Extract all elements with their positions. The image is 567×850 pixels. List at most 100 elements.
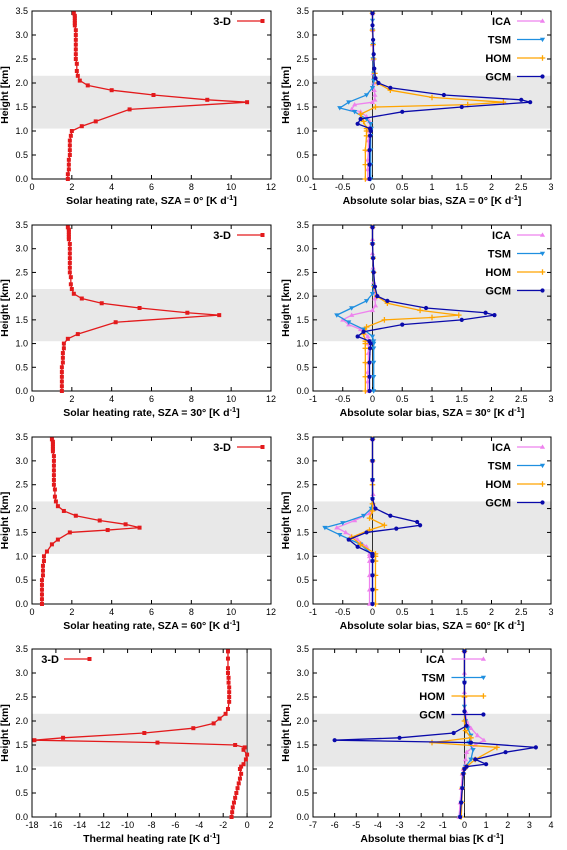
data-point (230, 810, 235, 815)
x-tick-label: 2 (69, 394, 74, 404)
x-tick-label: 8 (189, 394, 194, 404)
data-point (59, 365, 64, 370)
data-point (151, 93, 156, 97)
data-point (429, 739, 435, 746)
y-axis-label: Height [km] (0, 279, 11, 337)
x-tick-label: 4 (548, 820, 553, 830)
data-point (355, 334, 360, 339)
data-point (385, 298, 390, 303)
data-point (372, 284, 377, 289)
data-point (59, 384, 64, 389)
data-point (60, 355, 65, 360)
data-point (372, 295, 378, 301)
data-point (400, 109, 405, 114)
data-point (539, 251, 546, 257)
data-point (39, 578, 44, 583)
data-point (67, 265, 72, 270)
x-tick-label: -6 (171, 820, 179, 830)
data-point (361, 329, 366, 334)
legend: ICA TSM HOM GCM (485, 230, 546, 298)
y-tick-label: 3.0 (15, 30, 28, 40)
data-point (105, 528, 110, 533)
x-tick-label: -0.5 (335, 607, 351, 617)
data-point (367, 388, 372, 394)
x-tick-label: 2 (489, 607, 494, 617)
legend-label: HOM (485, 53, 511, 65)
data-point (372, 303, 379, 308)
data-point (60, 351, 65, 356)
chart-panel-b1: -1 -0.5 0 0.5 1 1.5 2 2.5 3 0.0 0.5 1.0 1.5 2.0 2.5 3.0… (280, 6, 554, 207)
data-point (368, 126, 373, 131)
data-point (51, 473, 56, 478)
data-point (79, 124, 84, 129)
x-tick-label: 8 (189, 182, 194, 192)
y-tick-label: 1.5 (296, 527, 309, 537)
data-point (394, 526, 399, 531)
y-tick-label: 1.0 (15, 339, 28, 349)
data-point (77, 78, 82, 83)
data-point (67, 241, 72, 246)
data-point (67, 260, 72, 265)
data-point (400, 322, 405, 327)
data-point (368, 346, 373, 351)
data-point (66, 234, 71, 239)
data-point (61, 508, 66, 513)
legend-label: TSM (422, 673, 445, 685)
data-point (41, 554, 46, 559)
legend: 3-D (213, 442, 265, 454)
legend: ICA TSM HOM GCM (485, 16, 546, 84)
x-tick-label: 0 (462, 820, 467, 830)
data-point (239, 771, 244, 776)
x-tick-label: -8 (147, 820, 155, 830)
data-point (245, 100, 250, 105)
chart-panel-a2: 0 2 4 6 8 10 12 0.0 0.5 1.0 1.5 2.0 2.5 3.0 3.5 Solar h… (0, 220, 276, 419)
y-tick-label: 3.0 (296, 244, 309, 254)
data-point (211, 721, 216, 726)
data-point (87, 657, 92, 661)
data-point (371, 374, 377, 380)
data-point (97, 518, 102, 523)
y-tick-label: 0.5 (15, 788, 28, 798)
data-point (227, 699, 232, 704)
x-tick-label: 2.5 (515, 607, 528, 617)
highlight-band (313, 501, 551, 554)
data-point (369, 99, 376, 104)
data-point (340, 521, 346, 526)
data-point (61, 341, 66, 346)
x-tick-label: -2 (219, 820, 227, 830)
data-point (369, 508, 376, 514)
y-tick-label: 1.0 (15, 551, 28, 561)
data-point (462, 756, 469, 762)
legend-label: GCM (419, 710, 445, 722)
data-point (429, 314, 435, 321)
data-point (59, 389, 64, 393)
data-point (51, 458, 56, 463)
y-tick-label: 3.0 (296, 456, 309, 466)
data-point (334, 525, 340, 530)
data-point (237, 776, 242, 781)
y-tick-label: 3.0 (296, 30, 309, 40)
data-point (371, 339, 377, 344)
x-tick-label: 4 (109, 182, 114, 192)
legend-label: ICA (492, 442, 511, 454)
x-tick-label: 12 (266, 182, 276, 192)
data-point (462, 727, 469, 734)
data-point (32, 738, 37, 743)
highlight-band (32, 713, 271, 767)
data-point (370, 558, 375, 564)
data-point (85, 83, 90, 88)
data-point (243, 757, 248, 762)
data-point (73, 52, 78, 57)
data-point (337, 533, 343, 538)
data-point (322, 525, 328, 531)
data-point (67, 251, 72, 256)
data-point (343, 529, 349, 535)
series-group (337, 10, 533, 182)
y-tick-label: 2.5 (296, 54, 309, 64)
data-point (73, 513, 78, 518)
y-axis-label: Height [km] (0, 492, 11, 550)
data-point (397, 735, 402, 740)
data-point (415, 519, 420, 525)
x-tick-label: 6 (149, 182, 154, 192)
data-point (40, 573, 45, 578)
